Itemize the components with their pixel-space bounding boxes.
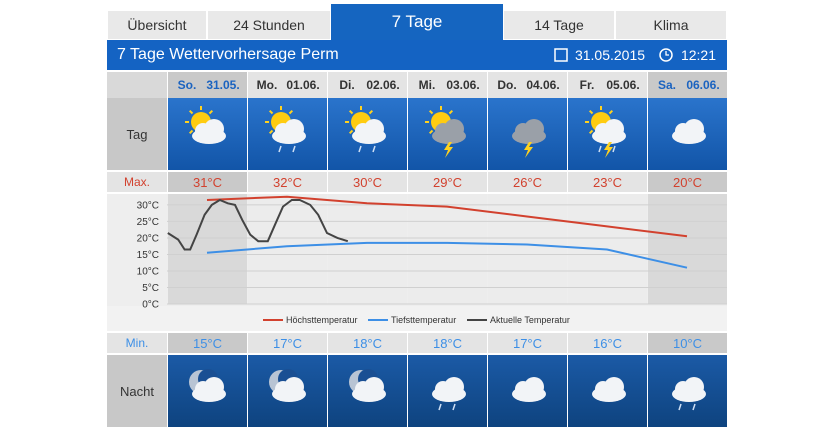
night-icon-cell xyxy=(248,355,327,427)
y-tick-label: 25°C xyxy=(137,217,159,228)
date: 03.06. xyxy=(446,78,480,92)
header-date: 31.05.2015 xyxy=(574,47,646,63)
min-cell: 16°C xyxy=(568,333,647,353)
weekday: Fr. xyxy=(579,78,595,92)
night-icon-cell xyxy=(488,355,567,427)
night-icon-cell xyxy=(168,355,247,427)
legend-label: Aktuelle Temperatur xyxy=(490,315,570,325)
legend-bg xyxy=(107,306,727,331)
weekday: So. xyxy=(177,78,197,92)
y-tick-label: 30°C xyxy=(137,200,159,211)
row-label: Max. xyxy=(107,172,167,192)
day-icon-cell xyxy=(248,98,327,170)
day-cell xyxy=(168,72,247,98)
row-label: Tag xyxy=(107,98,167,170)
day-icon-cell xyxy=(568,98,647,170)
tab[interactable]: 7 Tage xyxy=(331,4,503,40)
min-cell: 17°C xyxy=(488,333,567,353)
y-tick-label: 5°C xyxy=(142,283,159,294)
night-icon-cell xyxy=(408,355,487,427)
legend-label: Tiefsttemperatur xyxy=(391,315,456,325)
chart-column xyxy=(648,194,727,304)
chart-column xyxy=(328,194,407,304)
max-cell: 29°C xyxy=(408,172,487,192)
day-cell xyxy=(648,72,727,98)
row-label: Nacht xyxy=(107,355,167,427)
min-cell: 17°C xyxy=(248,333,327,353)
min-cell: 15°C xyxy=(168,333,247,353)
weekday: Sa. xyxy=(657,78,676,92)
day-icon-cell xyxy=(648,98,727,170)
y-tick-label: 15°C xyxy=(137,250,159,261)
day-cell xyxy=(408,72,487,98)
date: 04.06. xyxy=(526,78,560,92)
max-cell: 20°C xyxy=(648,172,727,192)
day-cell xyxy=(568,72,647,98)
day-cell xyxy=(488,72,567,98)
temperature-line xyxy=(206,195,688,238)
max-cell: 26°C xyxy=(488,172,567,192)
date: 05.06. xyxy=(606,78,640,92)
temperature-line xyxy=(206,241,688,269)
night-icon-cell xyxy=(568,355,647,427)
row-label: Min. xyxy=(107,333,167,353)
row-label-bg xyxy=(107,72,167,98)
weekday: Di. xyxy=(339,78,355,92)
day-icon-cell xyxy=(488,98,567,170)
day-cell xyxy=(328,72,407,98)
day-icon-cell xyxy=(408,98,487,170)
header-bar xyxy=(107,40,727,70)
day-cell xyxy=(248,72,327,98)
header-time: 12:21 xyxy=(680,47,717,63)
weekday: Mo. xyxy=(256,78,278,92)
min-cell: 18°C xyxy=(328,333,407,353)
temperature-line xyxy=(167,198,349,251)
date: 02.06. xyxy=(366,78,400,92)
night-icon-cell xyxy=(648,355,727,427)
day-icon-cell xyxy=(328,98,407,170)
y-tick-label: 20°C xyxy=(137,233,159,244)
weekday: Do. xyxy=(497,78,517,92)
y-tick-label: 10°C xyxy=(137,266,159,277)
weekday: Mi. xyxy=(418,78,436,92)
day-icon-cell xyxy=(168,98,247,170)
max-cell: 30°C xyxy=(328,172,407,192)
max-cell: 32°C xyxy=(248,172,327,192)
max-cell: 31°C xyxy=(168,172,247,192)
night-icon-cell xyxy=(328,355,407,427)
tab[interactable]: 14 Tage xyxy=(503,10,615,40)
tab[interactable]: Klima xyxy=(615,10,727,40)
date: 06.06. xyxy=(686,78,720,92)
date: 31.05. xyxy=(206,78,240,92)
legend-label: Höchsttemperatur xyxy=(286,315,358,325)
max-cell: 23°C xyxy=(568,172,647,192)
chart-column xyxy=(408,194,487,304)
min-cell: 10°C xyxy=(648,333,727,353)
temperature-chart: 0°C 5°C 10°C 15°C 20°C 25°C 30°C Höchsttemperat… xyxy=(107,194,727,331)
date: 01.06. xyxy=(286,78,320,92)
y-tick-label: 0°C xyxy=(142,300,159,311)
tab[interactable]: Übersicht xyxy=(107,10,207,40)
min-cell: 18°C xyxy=(408,333,487,353)
tab[interactable]: 24 Stunden xyxy=(207,10,331,40)
header-title: 7 Tage Wettervorhersage Perm xyxy=(117,46,339,63)
